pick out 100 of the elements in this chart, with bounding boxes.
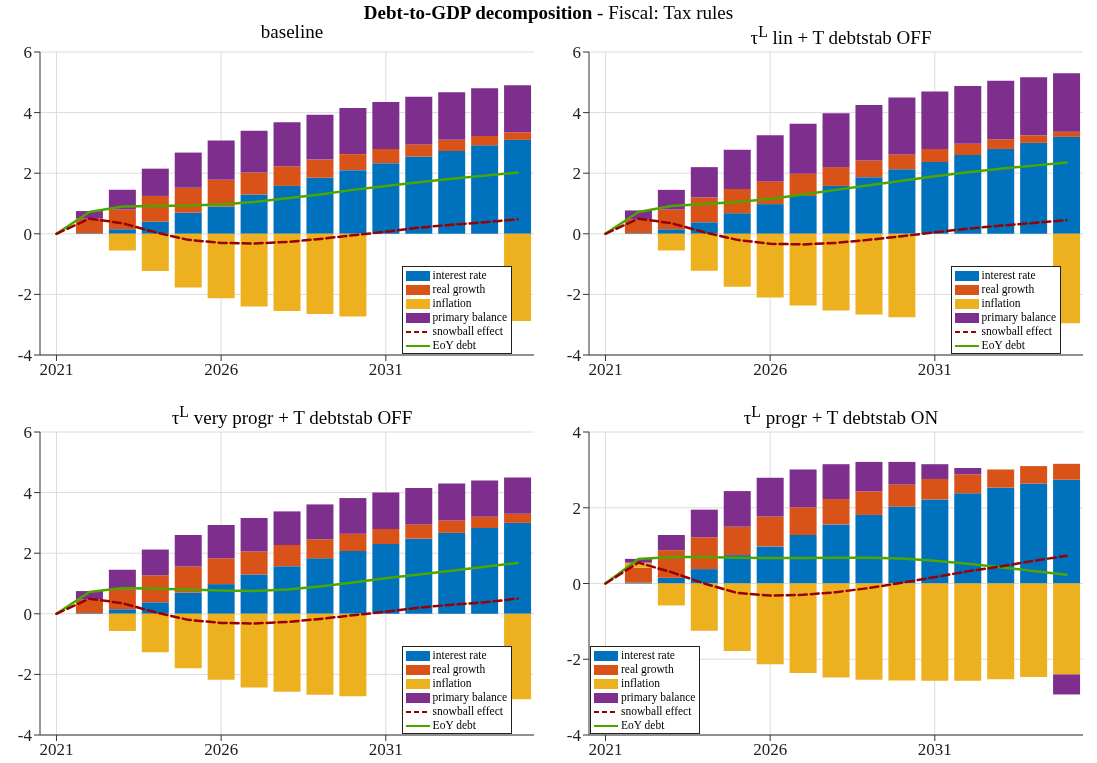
bar: [822, 233, 850, 311]
x-tick-label: 2031: [917, 740, 952, 760]
bar: [921, 464, 949, 479]
bar: [822, 524, 850, 584]
bar: [471, 516, 499, 529]
bar: [438, 532, 466, 614]
bar: [1020, 142, 1048, 234]
bar: [987, 80, 1015, 140]
bar: [108, 229, 136, 234]
bar: [954, 474, 982, 494]
bar: [240, 574, 268, 614]
bar: [504, 139, 532, 234]
bar: [789, 195, 817, 234]
bar: [372, 544, 400, 614]
y-tick-label: -2: [566, 650, 581, 670]
bar: [822, 499, 850, 525]
bar: [207, 525, 235, 559]
bar: [789, 535, 817, 584]
y-tick-label: 0: [572, 224, 581, 244]
bar: [888, 583, 916, 681]
line-series: [55, 597, 519, 625]
bar: [987, 148, 1015, 234]
bar: [108, 233, 136, 251]
bar: [372, 148, 400, 164]
bar: [438, 92, 466, 140]
bar: [822, 464, 850, 500]
bar: [306, 114, 334, 160]
bar: [504, 132, 532, 140]
bar: [174, 233, 202, 288]
bar: [954, 493, 982, 584]
bar: [273, 613, 301, 692]
bar: [438, 151, 466, 234]
bar: [987, 487, 1015, 584]
bar: [504, 85, 532, 133]
bar: [690, 569, 718, 584]
bar: [438, 483, 466, 521]
bar: [471, 135, 499, 146]
bar: [888, 484, 916, 507]
bar: [888, 169, 916, 234]
bar: [789, 507, 817, 536]
bar: [273, 166, 301, 186]
y-tick-label: 0: [572, 574, 581, 594]
bar: [888, 154, 916, 170]
bar: [756, 204, 784, 234]
bar: [174, 613, 202, 669]
bar: [273, 566, 301, 614]
bar: [756, 233, 784, 298]
y-tick-label: 6: [23, 43, 32, 63]
x-tick-label: 2031: [368, 360, 403, 380]
bar: [954, 85, 982, 144]
y-tick-label: 4: [23, 483, 33, 503]
bar: [207, 584, 235, 614]
bar: [1020, 135, 1048, 143]
bar: [756, 516, 784, 547]
bar: [141, 195, 169, 222]
bar: [306, 613, 334, 695]
bar: [273, 122, 301, 167]
bar: [756, 583, 784, 665]
bar: [405, 144, 433, 157]
bar: [855, 105, 883, 161]
y-tick-label: -2: [17, 285, 32, 305]
y-tick-label: 6: [572, 43, 581, 63]
bar: [141, 575, 169, 603]
bar: [273, 233, 301, 312]
legend-label: real growth: [432, 663, 486, 675]
bar: [339, 108, 367, 155]
bar: [372, 528, 400, 545]
bar: [921, 583, 949, 681]
line-series: [604, 217, 1068, 246]
bar: [438, 139, 466, 152]
legend-label: snowball effect: [621, 705, 692, 717]
bar: [372, 492, 400, 529]
bar: [339, 233, 367, 317]
bar: [207, 179, 235, 207]
bar: [273, 545, 301, 567]
bar: [438, 520, 466, 533]
bar: [888, 233, 916, 318]
x-tick-label: 2026: [753, 360, 788, 380]
legend-label: real growth: [981, 283, 1035, 295]
x-tick-label: 2021: [588, 740, 623, 760]
bar: [339, 498, 367, 534]
y-tick-label: -4: [566, 726, 582, 746]
legend-label: EoY debt: [621, 719, 665, 731]
x-tick-label: 2021: [39, 740, 74, 760]
bar: [174, 212, 202, 234]
bar: [888, 506, 916, 584]
bar: [504, 513, 532, 523]
bar: [690, 233, 718, 271]
legend-label: EoY debt: [432, 339, 476, 351]
bar: [954, 155, 982, 234]
bar: [1020, 483, 1048, 584]
x-tick-label: 2031: [917, 360, 952, 380]
bar: [624, 567, 652, 583]
bar: [141, 549, 169, 576]
y-tick-label: -4: [566, 346, 582, 366]
line-series: [55, 217, 519, 245]
bar: [306, 504, 334, 540]
bar: [954, 143, 982, 156]
bar: [240, 172, 268, 195]
chart-title: τ$^{L}$ lin + T debtstab OFF: [750, 23, 932, 49]
